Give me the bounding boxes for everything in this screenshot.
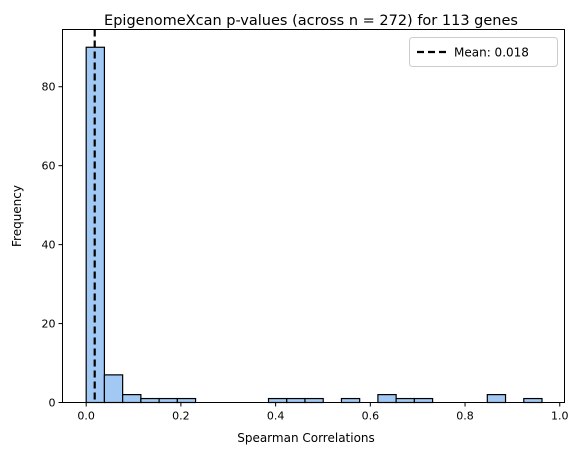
- chart-title: EpigenomeXcan p-values (across n = 272) …: [104, 13, 518, 29]
- histogram-bar: [122, 394, 142, 404]
- bars-group: [85, 46, 543, 404]
- x-tick-label: 0.4: [267, 410, 285, 423]
- histogram-bar: [413, 397, 434, 404]
- legend: Mean: 0.018: [409, 37, 558, 67]
- histogram-bar: [176, 397, 197, 404]
- x-axis-ticks: 0.0 0.2 0.4 0.6 0.8 1.0: [77, 402, 568, 423]
- histogram-bar: [304, 397, 324, 404]
- y-axis-ticks: 0 20 40 60 80: [42, 81, 63, 410]
- y-tick-label: 40: [42, 239, 56, 252]
- axes-frame: [62, 29, 565, 403]
- histogram-bar: [340, 397, 361, 404]
- x-tick-label: 1.0: [551, 410, 568, 423]
- histogram-bar: [486, 394, 507, 404]
- histogram-bar: [158, 397, 178, 404]
- histogram-bar: [140, 397, 160, 404]
- histogram-bar: [103, 374, 124, 404]
- histogram-bar: [267, 397, 288, 404]
- x-tick-label: 0.6: [362, 410, 380, 423]
- histogram-bar: [286, 397, 306, 404]
- x-tick-label: 0.0: [77, 410, 95, 423]
- x-tick-label: 0.8: [456, 410, 474, 423]
- histogram-bar: [395, 397, 415, 404]
- y-tick-label: 20: [42, 318, 56, 331]
- x-tick-label: 0.2: [172, 410, 190, 423]
- histogram-bar: [377, 394, 397, 404]
- histogram-bar: [523, 397, 543, 404]
- legend-box: [409, 37, 558, 67]
- x-axis-label: Spearman Correlations: [237, 431, 375, 445]
- y-axis-label: Frequency: [10, 185, 24, 247]
- y-tick-label: 80: [42, 81, 56, 94]
- y-tick-label: 60: [42, 160, 56, 173]
- legend-label: Mean: 0.018: [454, 46, 529, 60]
- y-tick-label: 0: [49, 397, 56, 410]
